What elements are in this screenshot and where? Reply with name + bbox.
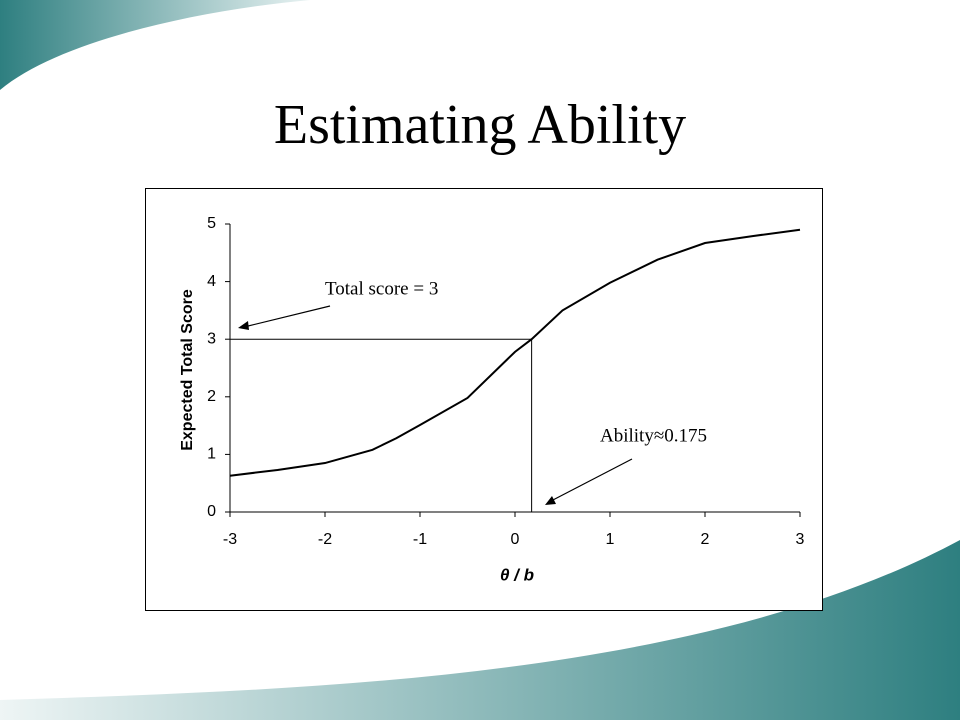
x-tick-label: 0 xyxy=(511,531,520,548)
annotation: Ability≈0.175 xyxy=(600,425,707,446)
x-axis-label: θ / b xyxy=(500,565,534,584)
plot: 0 1 2 3 4 5 -3 -2 -1 0 1 2 3 xyxy=(207,215,804,548)
arrow xyxy=(243,305,331,328)
x-tick-label: 1 xyxy=(606,531,615,548)
arrow-head xyxy=(545,496,556,505)
x-tick-label: 2 xyxy=(701,531,710,548)
x-tick-label: -1 xyxy=(413,531,427,548)
arrow-head xyxy=(238,321,249,330)
decor-top xyxy=(0,0,310,90)
line xyxy=(229,228,801,477)
y-tick-label: 3 xyxy=(207,330,216,347)
arrow xyxy=(550,458,633,502)
y-tick-label: 4 xyxy=(207,273,216,290)
chart-frame xyxy=(145,188,823,611)
x-tick-label: -3 xyxy=(223,531,237,548)
y-tick-label: 1 xyxy=(207,446,216,463)
y-tick-label: 0 xyxy=(207,503,216,520)
slide-title: Estimating Ability xyxy=(274,94,686,156)
x-tick-label: -2 xyxy=(318,531,332,548)
x-tick-label: 3 xyxy=(796,531,805,548)
decor-bottom xyxy=(0,540,960,720)
y-axis-label: Expected Total Score xyxy=(179,289,196,451)
annotation: Total score = 3 xyxy=(325,278,438,299)
y-tick-label: 5 xyxy=(207,215,216,232)
y-tick-label: 2 xyxy=(207,388,216,405)
